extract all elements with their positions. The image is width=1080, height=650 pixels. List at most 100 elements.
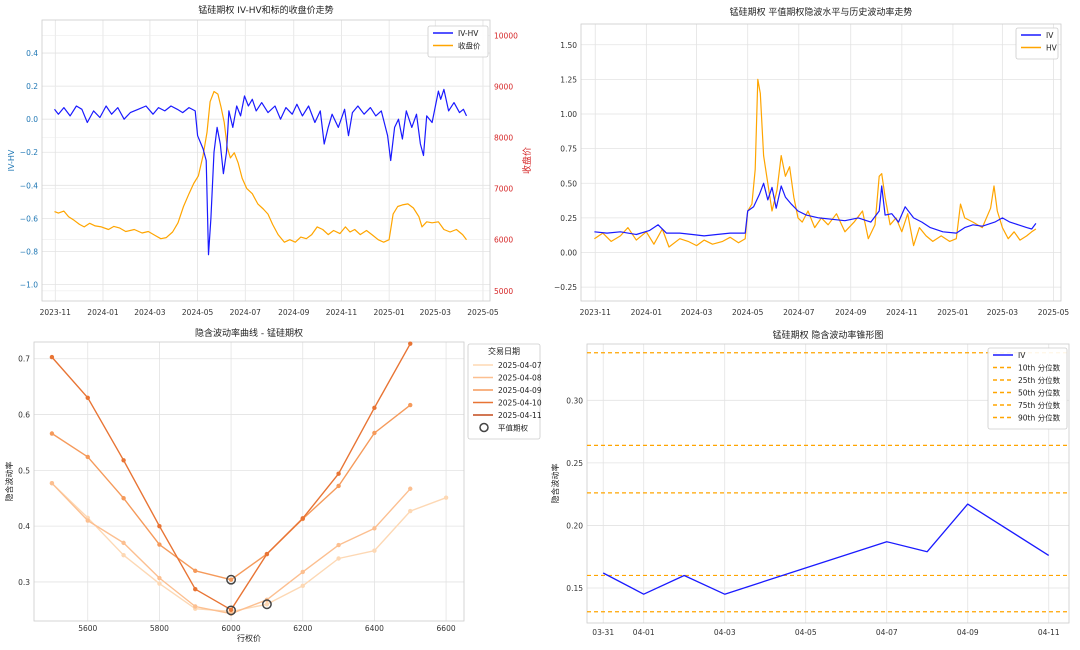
x-tick-label: 04-07 [876, 628, 898, 637]
series-line-iv-hv [54, 88, 468, 256]
data-point [408, 402, 413, 408]
legend-label: 2025-04-07 [498, 361, 542, 370]
data-point [157, 581, 162, 586]
data-point [121, 552, 126, 558]
data-point [193, 604, 198, 609]
data-point [408, 508, 413, 514]
y-tick-label: 1.00 [560, 110, 577, 119]
y-tick-label: 0.50 [560, 179, 577, 188]
data-point [193, 586, 198, 592]
y2-tick-label: 10000 [494, 31, 518, 40]
x-tick-label: 2024-01 [631, 308, 663, 317]
x-tick-label: 04-11 [1038, 628, 1060, 637]
x-axis-label: 行权价 [237, 633, 261, 643]
legend-label: 2025-04-09 [498, 386, 542, 395]
data-point [408, 486, 413, 491]
series-line-hv [594, 78, 1037, 248]
x-tick-label: 2023-11 [40, 308, 72, 317]
legend-box [427, 25, 489, 58]
x-tick-label: 2025-03 [420, 308, 452, 317]
data-point [336, 471, 341, 476]
atm-marker [226, 605, 237, 616]
y-tick-label: 0.5 [18, 466, 30, 475]
legend-label: 平值期权 [498, 423, 528, 433]
y2-tick-label: 5000 [494, 287, 513, 296]
data-point [121, 496, 126, 501]
x-tick-label: 2024-09 [278, 308, 310, 317]
legend-label: 2025-04-08 [498, 374, 542, 383]
x-tick-label: 2024-07 [230, 308, 262, 317]
y-axis-label: 隐含波动率 [550, 464, 560, 504]
legend-label: IV [1046, 31, 1054, 40]
x-tick-label: 5800 [150, 624, 169, 633]
data-point [336, 556, 341, 561]
plot-frame [33, 341, 465, 622]
legend-label: 2025-04-10 [498, 399, 542, 408]
data-point [264, 602, 270, 607]
y-tick-label: 0.25 [566, 459, 583, 468]
chart-iv-cone: 03-31 04-01 04-03 04-05 04-07 04-09 04-11 0.15 0… [550, 329, 1070, 637]
x-tick-label: 03-31 [592, 628, 614, 637]
y-axis-label: IV-HV [7, 149, 16, 171]
legend-marker [479, 422, 489, 433]
series-line-iv [594, 182, 1037, 237]
legend-label: IV [1018, 351, 1026, 360]
y-tick-label: 1.25 [560, 75, 577, 84]
y2-tick-label: 8000 [494, 134, 513, 143]
x-tick-label: 2025-05 [467, 308, 499, 317]
y-tick-label: −0.25 [554, 283, 577, 292]
data-point [121, 458, 126, 463]
x-tick-label: 04-05 [795, 628, 817, 637]
data-point [372, 526, 377, 531]
data-point [443, 495, 449, 500]
y-tick-label: 0.30 [566, 396, 583, 405]
y-tick-label: 0.6 [18, 411, 30, 420]
legend-title: 交易日期 [488, 346, 520, 356]
y-tick-label: 0.25 [560, 214, 577, 223]
legend-label: 2025-04-11 [498, 411, 542, 420]
legend-box [987, 347, 1068, 430]
legend-label: 90th 分位数 [1018, 413, 1061, 423]
data-point [49, 480, 55, 486]
legend-box [1015, 27, 1059, 60]
x-tick-label: 04-09 [957, 628, 979, 637]
x-tick-label: 2025-05 [1038, 308, 1070, 317]
data-point [157, 542, 162, 547]
y-tick-label: −0.8 [20, 247, 38, 256]
x-tick-label: 2024-11 [886, 308, 918, 317]
x-tick-label: 2023-11 [580, 308, 612, 317]
data-point [372, 405, 377, 411]
x-tick-label: 2024-05 [732, 308, 764, 317]
chart-title: 锰硅期权 IV-HV和标的收盘价走势 [198, 4, 333, 16]
y-tick-label: −1.0 [20, 280, 38, 289]
data-point [157, 523, 162, 529]
data-point [228, 607, 234, 613]
y-tick-label: 0.4 [18, 522, 30, 531]
y-tick-label: 0.15 [566, 584, 583, 593]
plot-frame [580, 23, 1062, 302]
atm-marker [226, 574, 237, 585]
legend-label: 25th 分位数 [1018, 375, 1061, 385]
y2-tick-label: 6000 [494, 236, 513, 245]
x-tick-label: 2024-03 [681, 308, 713, 317]
series-line-close-price [54, 90, 467, 243]
x-tick-label: 04-03 [714, 628, 736, 637]
x-tick-label: 5600 [78, 624, 97, 633]
data-point [121, 540, 126, 546]
y-tick-label: 0.7 [18, 355, 30, 364]
y-tick-label: −0.2 [20, 148, 38, 157]
data-point [85, 518, 90, 523]
chart-iv-smile: 5600 5800 6000 6200 6400 6600 0.3 0.4 0.5 0.6 0.7 行… [4, 327, 542, 643]
y-tick-label: 0.2 [26, 82, 38, 91]
y-tick-label: 0.00 [560, 249, 577, 258]
plot-frame [586, 343, 1070, 624]
data-point [372, 548, 377, 553]
x-tick-label: 6000 [222, 624, 241, 633]
x-tick-label: 2024-03 [134, 308, 166, 317]
y-tick-label: −0.4 [20, 181, 38, 190]
legend-label: 50th 分位数 [1018, 388, 1061, 398]
legend-label: 75th 分位数 [1018, 400, 1061, 410]
legend-label: 收盘价 [458, 41, 481, 51]
